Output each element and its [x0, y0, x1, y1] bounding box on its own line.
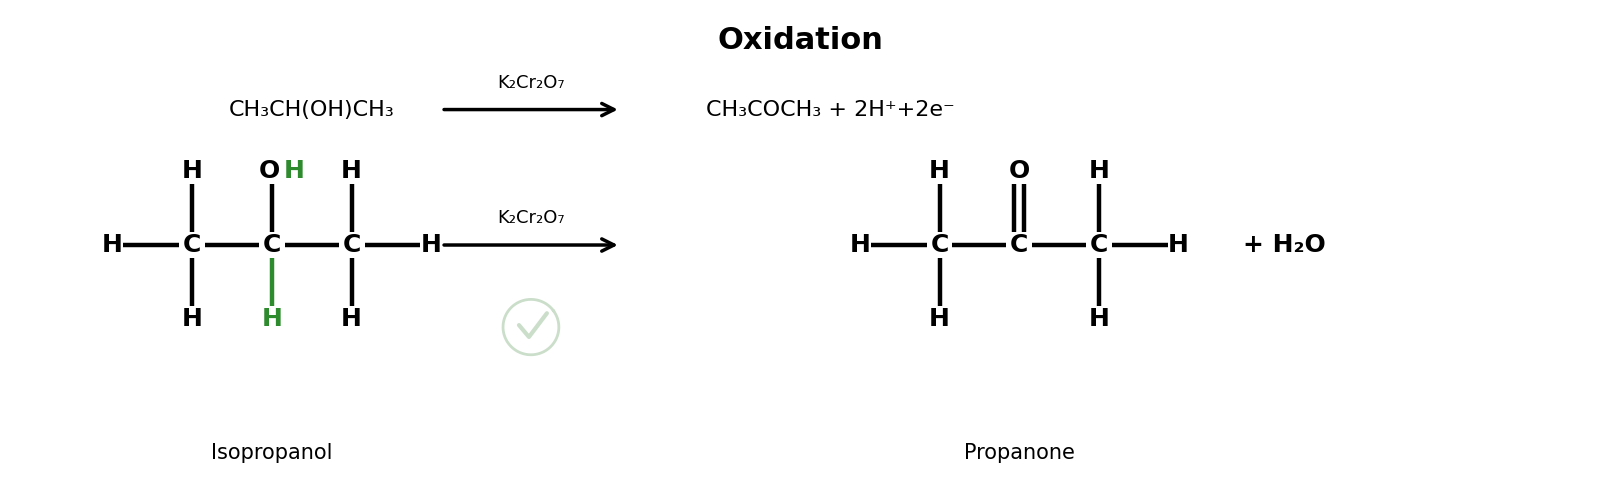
Text: H: H: [930, 307, 950, 331]
Text: O: O: [259, 159, 280, 183]
Text: K₂Cr₂O₇: K₂Cr₂O₇: [498, 209, 565, 227]
Text: K₂Cr₂O₇: K₂Cr₂O₇: [498, 74, 565, 92]
Text: H: H: [182, 307, 203, 331]
Text: C: C: [262, 233, 282, 257]
Text: H: H: [283, 159, 304, 183]
Text: CH₃CH(OH)CH₃: CH₃CH(OH)CH₃: [229, 100, 395, 120]
Text: H: H: [182, 159, 203, 183]
Text: H: H: [930, 159, 950, 183]
Text: H: H: [1088, 307, 1109, 331]
Text: Oxidation: Oxidation: [717, 26, 883, 55]
Text: C: C: [1090, 233, 1109, 257]
Text: C: C: [930, 233, 949, 257]
Text: + H₂O: + H₂O: [1243, 233, 1326, 257]
Text: CH₃COCH₃ + 2H⁺+2e⁻: CH₃COCH₃ + 2H⁺+2e⁻: [706, 100, 954, 120]
Text: H: H: [1168, 233, 1189, 257]
Text: C: C: [182, 233, 202, 257]
Text: H: H: [850, 233, 870, 257]
Text: Isopropanol: Isopropanol: [211, 443, 333, 462]
Text: H: H: [261, 307, 282, 331]
Text: H: H: [102, 233, 123, 257]
Text: C: C: [1010, 233, 1029, 257]
Text: H: H: [1088, 159, 1109, 183]
Text: O: O: [1008, 159, 1030, 183]
Text: H: H: [341, 159, 362, 183]
Text: C: C: [342, 233, 360, 257]
Text: Propanone: Propanone: [963, 443, 1075, 462]
Text: H: H: [421, 233, 442, 257]
Text: H: H: [341, 307, 362, 331]
